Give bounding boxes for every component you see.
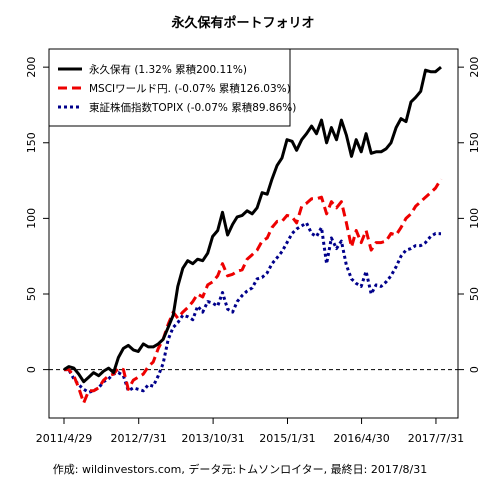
x-tick-label: 2015/1/31 — [259, 432, 315, 445]
legend: 永久保有 (1.32% 累積200.11%) MSCIワールド円. (-0.07… — [48, 48, 296, 127]
y-tick-label-left: 100 — [25, 208, 38, 229]
series-line-permanent — [63, 65, 442, 384]
chart-caption: 作成: wildinvestors.com, データ元:トムソンロイター, 最終… — [53, 462, 427, 476]
y-tick-label-right: 50 — [468, 287, 480, 301]
y-axis-left: 0 50 100 150 200 — [25, 57, 49, 373]
legend-label-permanent: 永久保有 (1.32% 累積200.11%) — [89, 63, 247, 76]
x-axis: 2011/4/29 2012/7/31 2013/10/31 2015/1/31 201… — [36, 418, 464, 445]
series-line-topix — [64, 221, 442, 394]
y-tick-label-left: 50 — [25, 287, 38, 301]
y-tick-label-right: 0 — [468, 366, 480, 373]
y-tick-label-left: 200 — [25, 57, 38, 78]
chart-title: 永久保有ポートフォリオ — [170, 15, 314, 31]
y-tick-label-right: 100 — [468, 208, 480, 229]
legend-box — [48, 48, 291, 127]
x-tick-label: 2012/7/31 — [111, 432, 167, 445]
y-tick-label-right: 150 — [468, 132, 480, 153]
legend-label-msci: MSCIワールド円. (-0.07% 累積126.03%) — [89, 82, 291, 95]
series-line-msci — [64, 178, 443, 405]
x-tick-label: 2011/4/29 — [36, 432, 92, 445]
x-tick-label: 2013/10/31 — [181, 432, 244, 445]
x-tick-label: 2017/7/31 — [408, 432, 464, 445]
y-axis-right: 0 50 100 150 200 — [458, 57, 480, 373]
y-tick-label-right: 200 — [468, 57, 480, 78]
x-tick-label: 2016/4/30 — [333, 432, 389, 445]
legend-label-topix: 東証株価指数TOPIX (-0.07% 累積89.86%) — [89, 101, 296, 114]
y-tick-label-left: 150 — [25, 132, 38, 153]
series-layer — [63, 65, 443, 405]
y-tick-label-left: 0 — [25, 366, 38, 373]
